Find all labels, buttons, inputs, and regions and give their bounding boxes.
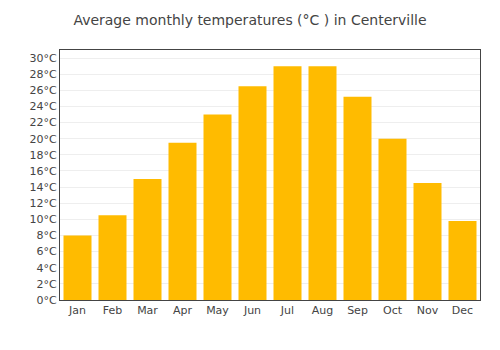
svg-text:24°C: 24°C <box>30 100 57 113</box>
svg-text:Jun: Jun <box>243 304 261 317</box>
svg-text:Jan: Jan <box>68 304 86 317</box>
svg-text:Jul: Jul <box>280 304 294 317</box>
svg-text:Dec: Dec <box>452 304 473 317</box>
svg-text:26°C: 26°C <box>30 84 57 97</box>
svg-text:6°C: 6°C <box>37 245 57 258</box>
svg-text:22°C: 22°C <box>30 116 57 129</box>
svg-text:14°C: 14°C <box>30 181 57 194</box>
svg-text:30°C: 30°C <box>30 52 57 65</box>
svg-text:Mar: Mar <box>137 304 158 317</box>
svg-text:2°C: 2°C <box>37 278 57 291</box>
svg-text:16°C: 16°C <box>30 165 57 178</box>
svg-text:May: May <box>206 304 229 317</box>
svg-text:12°C: 12°C <box>30 197 57 210</box>
svg-text:10°C: 10°C <box>30 213 57 226</box>
svg-text:Apr: Apr <box>173 304 193 317</box>
svg-text:Aug: Aug <box>312 304 333 317</box>
svg-text:4°C: 4°C <box>37 262 57 275</box>
svg-text:Oct: Oct <box>383 304 403 317</box>
svg-text:20°C: 20°C <box>30 133 57 146</box>
svg-text:0°C: 0°C <box>37 294 57 307</box>
svg-text:28°C: 28°C <box>30 68 57 81</box>
svg-text:Feb: Feb <box>103 304 122 317</box>
svg-text:Sep: Sep <box>347 304 368 317</box>
svg-text:18°C: 18°C <box>30 149 57 162</box>
svg-text:8°C: 8°C <box>37 229 57 242</box>
svg-text:Average monthly temperatures (: Average monthly temperatures (°C ) in Ce… <box>73 12 426 28</box>
svg-text:Nov: Nov <box>417 304 439 317</box>
